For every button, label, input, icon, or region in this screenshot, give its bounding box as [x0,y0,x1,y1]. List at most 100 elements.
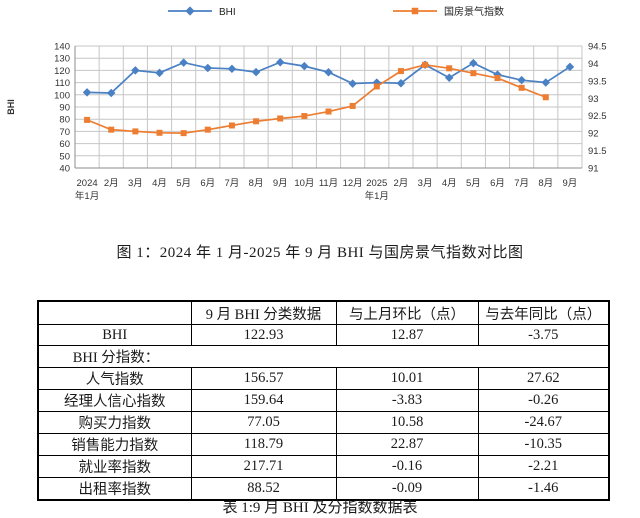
x-axis-tick-label: 11月 [319,178,338,189]
data-point-marker [348,79,357,88]
x-axis-tick-label: 2月 [104,178,119,189]
value-cell: 122.93 [190,324,337,346]
right-axis-tick-label: 92 [588,129,599,140]
x-axis-tick-label: 3月 [128,178,143,189]
data-point-marker [470,70,477,77]
series-line [86,63,547,134]
table-row: BHI 122.93 12.87 -3.75 [37,324,610,346]
value-cell: -24.67 [477,411,610,434]
table-header-cell: 9 月 BHI 分类数据 [190,300,337,325]
bhi-data-table: 9 月 BHI 分类数据 与上月环比（点） 与去年同比（点） BHI 122.93 12.… [37,300,610,501]
table-row: BHI 分指数： [37,345,610,368]
data-point-marker [155,68,164,78]
data-point-marker [277,115,284,122]
data-point-marker [325,108,332,115]
table-row: 销售能力指数 118.79 22.87 -10.35 [37,433,610,456]
figure-title: 图 1：2024 年 1 月-2025 年 9 月 BHI 与国房景气指数对比图 [116,245,524,261]
value-cell: 156.57 [190,367,337,390]
left-axis-tick-label: 60 [59,139,70,150]
right-axis-tick-label: 91 [588,164,599,175]
x-axis-tick-label: 年1月 [365,190,389,202]
right-axis-tick-label: 94 [588,59,599,70]
data-point-marker [373,83,380,90]
value-cell: 217.71 [190,455,337,478]
left-axis-title: BHI [6,99,16,115]
right-axis-tick-label: 94.5 [588,42,607,53]
table-header-cell [37,300,192,325]
value-cell: 159.64 [190,389,337,412]
row-label-cell: 出租率指数 [37,477,192,501]
x-axis-tick-label: 5月 [466,178,481,189]
x-axis-tick-label: 2024 [77,178,98,189]
legend-item-climate-index: 国房景气指数 [393,5,504,18]
table-caption: 表 1:9 月 BHI 及分指数数据表 [222,500,418,516]
value-cell: -3.75 [477,324,610,346]
chart-gridlines [74,45,583,169]
data-point-marker [82,88,92,97]
x-axis-tick-label: 2月 [394,178,409,189]
data-point-marker [179,58,188,67]
data-point-marker [446,65,453,72]
data-point-marker [301,113,308,120]
row-label-cell: 经理人信心指数 [37,389,192,412]
x-axis-tick-label: 9月 [563,178,578,189]
table-row: 购买力指数 77.05 10.58 -24.67 [37,411,610,434]
left-axis-tick-label: 50 [59,151,70,162]
data-point-marker [494,75,501,82]
right-axis-tick-label: 93.5 [588,76,607,87]
data-point-marker [542,94,549,101]
left-axis-tick-label: 130 [54,54,70,65]
value-cell: -0.26 [477,389,610,412]
data-point-marker [349,102,356,109]
x-axis-tick-label: 7月 [225,178,240,189]
x-axis-tick-label: 3月 [418,178,433,189]
legend-label: 国房景气指数 [444,5,504,18]
data-point-marker [518,84,525,91]
data-point-marker [84,116,91,123]
value-cell: -1.46 [477,477,610,501]
value-cell: 10.01 [335,367,479,390]
data-point-marker [108,126,115,133]
x-axis-tick-label: 8月 [538,178,553,189]
data-point-marker [300,61,309,71]
chart-series [82,58,575,137]
x-axis-tick-label: 12月 [343,178,363,189]
data-point-marker [397,68,404,75]
data-point-marker [422,61,429,68]
legend-marker [185,6,195,16]
table-header-cell: 与去年同比（点） [477,300,610,325]
chart-legend: BHI 国房景气指数 [168,5,504,18]
left-axis-tick-label: 90 [59,103,70,114]
value-cell: 88.52 [190,477,337,501]
data-point-marker [106,88,116,98]
data-point-marker [444,73,454,82]
value-cell: 12.87 [335,324,479,346]
data-point-marker [203,63,213,73]
data-point-marker [251,67,261,77]
left-axis-tick-label: 80 [59,115,70,126]
row-section-label: BHI 分指数： [72,350,160,366]
x-axis-tick-label: 4月 [442,178,457,189]
row-label-cell: 购买力指数 [37,411,192,434]
left-axis-tick-label: 40 [59,164,70,175]
value-cell: -0.09 [335,477,479,501]
row-label-cell: 销售能力指数 [37,433,192,456]
table-row: 出租率指数 88.52 -0.09 -1.46 [37,477,610,501]
x-axis-tick-label: 5月 [176,178,191,189]
row-label-cell: 人气指数 [37,367,192,390]
row-section-cell: BHI 分指数： [37,345,610,368]
data-point-marker [227,64,237,74]
data-point-marker [275,58,285,67]
left-axis-tick-label: 110 [55,78,70,89]
data-point-marker [253,118,260,125]
value-cell: 77.05 [190,411,337,434]
data-point-marker [565,62,575,72]
row-label-cell: 就业率指数 [37,455,192,478]
value-cell: 10.58 [335,411,479,434]
value-cell: 118.79 [190,433,337,456]
left-axis-tick-label: 140 [54,42,70,53]
x-axis-tick-label: 4月 [152,178,167,189]
x-axis-tick-label: 年1月 [75,190,99,202]
